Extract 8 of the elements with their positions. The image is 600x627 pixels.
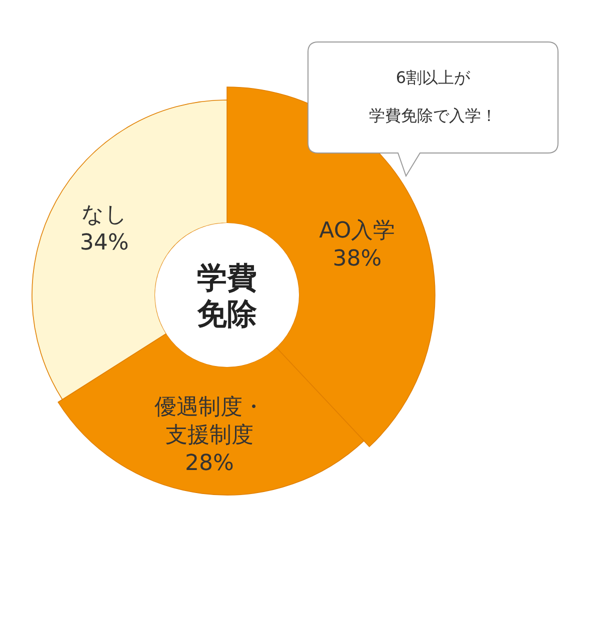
slice-label: 優遇制度・支援制度 [154, 394, 264, 448]
text: 6割以上が学費免除で入学！ [369, 68, 497, 125]
text: 学費免除 [197, 261, 257, 332]
data-label: 28% [185, 450, 234, 476]
data-label: 34% [80, 230, 129, 256]
data-label: 38% [332, 246, 382, 272]
slice-label: AO入学 [319, 218, 396, 244]
slice-label: なし [81, 202, 128, 228]
